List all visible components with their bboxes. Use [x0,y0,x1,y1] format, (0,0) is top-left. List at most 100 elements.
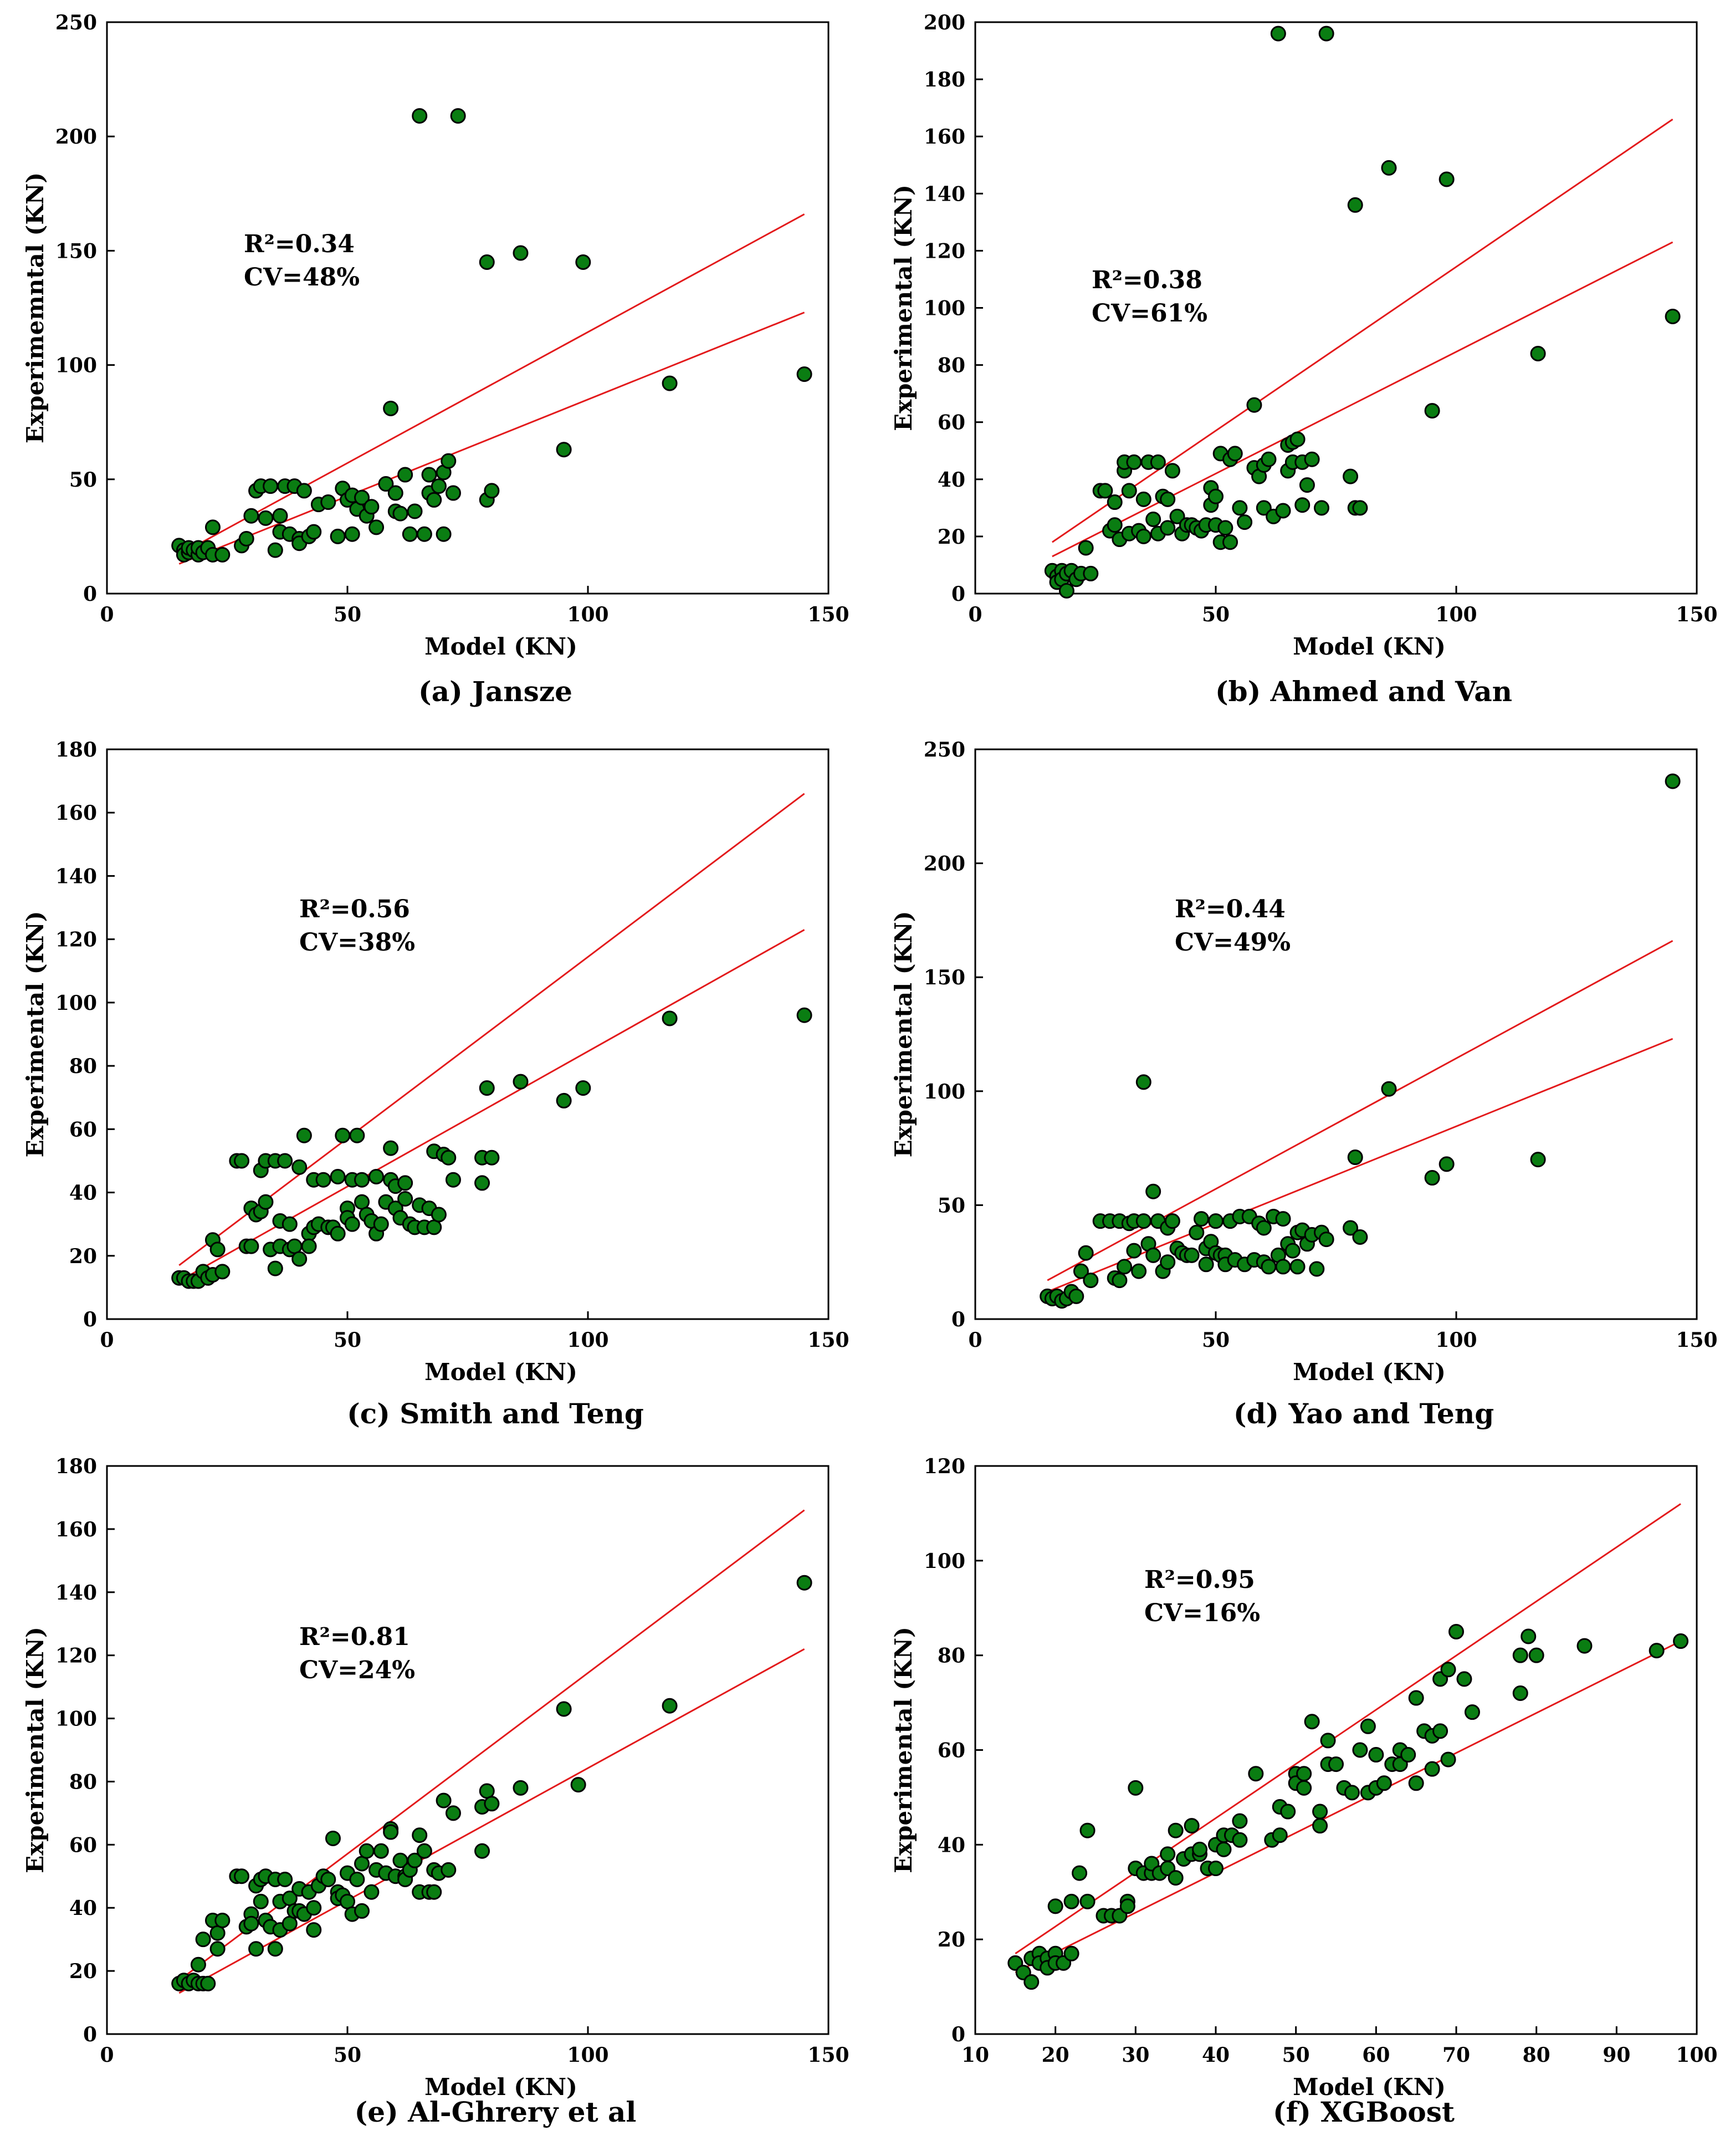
chart-panel-b: 0 50 100 150 0 20 40 60 80 100 120 140 160 180 200 Mode… [890,11,1718,708]
data-point [556,1092,572,1108]
data-point [1135,1213,1151,1229]
data-point [1296,1780,1312,1796]
data-point [204,519,221,535]
data-point [383,1140,399,1156]
data-point [1126,454,1142,470]
data-point [1312,1818,1328,1834]
data-point [277,1153,293,1169]
x-tick-label: 100 [1435,603,1477,626]
data-point [320,1871,336,1887]
data-point [330,1169,346,1184]
x-axis-title: Model (KN) [424,633,577,660]
data-point [484,1149,500,1166]
y-axis-title: Experimental (KN) [22,1627,49,1873]
data-point [1135,528,1151,544]
y-tick-label: 60 [938,1739,965,1762]
y-axis-title: Experimental (KN) [890,1627,917,1873]
data-point [1272,1827,1288,1843]
data-point [421,467,437,483]
data-point [1312,1804,1328,1820]
data-point [479,1080,495,1096]
cv-annotation: CV=48% [244,263,360,292]
data-point [383,400,399,416]
x-tick-label: 50 [334,1329,361,1352]
data-point [1160,1846,1176,1862]
data-point [354,1194,370,1210]
y-tick-label: 50 [69,468,97,492]
y-tick-label: 180 [55,1455,97,1478]
data-point [1309,1261,1325,1277]
data-point [1343,468,1359,484]
y-tick-label: 200 [924,852,965,876]
data-point [306,1900,322,1916]
y-tick-label: 140 [924,182,965,206]
data-point [234,1153,250,1169]
data-point [1135,1074,1151,1090]
x-tick-label: 50 [1282,2043,1310,2067]
lower-bound-line [178,929,805,1282]
data-point [1248,1766,1264,1782]
data-point [349,1127,365,1143]
data-point [796,1575,812,1591]
cv-annotation: CV=61% [1092,299,1207,328]
data-point [1164,463,1180,479]
y-tick-label: 20 [938,525,965,549]
y-tick-label: 40 [69,1897,97,1920]
data-point [397,467,413,483]
data-point [1376,1775,1392,1791]
data-point [1440,1662,1456,1678]
data-point [1440,1751,1456,1767]
data-point [315,1172,331,1188]
data-point [1347,1149,1363,1166]
data-point [1023,1974,1040,1990]
data-point [267,1260,283,1276]
data-point [354,1172,370,1188]
data-point [209,1242,226,1258]
data-point [378,476,394,492]
data-point [1145,1247,1161,1263]
data-point [368,1169,385,1184]
y-tick-label: 80 [69,1055,97,1078]
data-point [1072,1865,1088,1881]
x-tick-label: 0 [100,1329,114,1352]
data-point [1352,1229,1368,1245]
plot-frame [106,1465,830,2035]
x-tick-label: 0 [100,2043,114,2067]
data-point [1192,1841,1208,1857]
data-point [441,1149,457,1166]
data-point [1169,508,1185,524]
x-tick-label: 50 [334,603,361,626]
data-point [441,453,457,469]
data-point [1296,1766,1312,1782]
data-point [344,526,360,542]
data-point [248,1941,264,1957]
y-tick-label: 160 [55,801,97,825]
data-point [214,546,231,563]
data-point [484,1796,500,1812]
data-point [1512,1647,1528,1663]
x-tick-label: 150 [1676,1329,1717,1352]
data-point [263,478,279,494]
data-point [796,1007,812,1023]
upper-bound-line [1015,1503,1681,1955]
y-tick-label: 0 [83,1308,97,1331]
data-point [296,1127,312,1143]
data-point [320,494,336,510]
data-point [570,1777,586,1793]
data-point [1160,520,1176,536]
data-point [301,1238,317,1254]
data-point [445,1805,461,1821]
data-point [1117,1259,1133,1275]
x-tick-label: 0 [968,603,982,626]
data-point [1304,1714,1320,1730]
data-point [281,1915,298,1932]
data-point [1343,1220,1359,1236]
cv-annotation: CV=24% [299,1656,415,1684]
r-squared-annotation: R²=0.95 [1144,1566,1255,1594]
lower-bound-line [178,311,805,565]
data-point [1360,1718,1376,1734]
x-axis-title: Model (KN) [1293,633,1446,660]
lower-bound-line [178,1648,805,1994]
data-point [1222,534,1238,550]
data-point [402,526,418,542]
